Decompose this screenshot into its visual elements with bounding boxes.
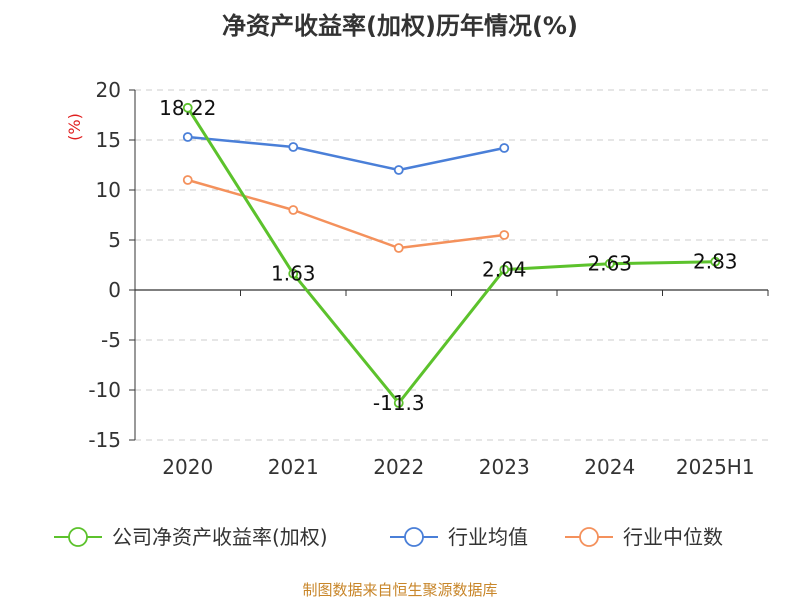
y-tick-label: 15 [96, 128, 121, 152]
y-tick-label: 5 [108, 228, 121, 252]
data-label: 2.63 [587, 252, 632, 276]
data-point [604, 258, 615, 269]
data-point [499, 264, 510, 275]
data-point [393, 243, 404, 253]
series-line [187, 135, 505, 172]
data-point [182, 102, 193, 113]
legend-marker [404, 527, 424, 547]
x-tick-label: 2025H1 [676, 455, 755, 479]
data-label: -11.3 [373, 391, 425, 415]
x-tick-label: 2020 [162, 455, 213, 479]
y-tick-label: -10 [88, 378, 121, 402]
legend-label: 行业中位数 [623, 525, 723, 549]
x-tick-label: 2023 [479, 455, 530, 479]
chart-title: 净资产收益率(加权)历年情况(%) [222, 12, 578, 40]
series-line [186, 106, 716, 405]
legend-marker [68, 527, 88, 547]
x-tick-label: 2022 [373, 455, 424, 479]
y-tick-label: -15 [88, 428, 121, 452]
data-point [288, 142, 299, 152]
data-point [393, 165, 404, 175]
series-layer [182, 102, 721, 408]
data-point [288, 268, 299, 279]
legend-marker [579, 527, 599, 547]
y-axis-label: (%) [65, 113, 84, 141]
x-tick-label: 2024 [584, 455, 635, 479]
data-label: 18.22 [159, 96, 216, 120]
data-point [288, 205, 299, 215]
y-tick-label: 10 [96, 178, 121, 202]
data-point [499, 143, 510, 153]
grid [135, 89, 768, 441]
data-label: 2.83 [693, 250, 738, 274]
legend: 公司净资产收益率(加权) 行业均值 行业中位数 [54, 525, 723, 549]
legend-label: 公司净资产收益率(加权) [112, 525, 328, 549]
data-label: 1.63 [271, 262, 316, 286]
y-tick-label: 20 [96, 78, 121, 102]
series-line [187, 178, 505, 250]
source-note: 制图数据来自恒生聚源数据库 [302, 581, 497, 599]
data-point [393, 398, 404, 408]
data-point [710, 256, 721, 267]
data-label: 2.04 [482, 258, 527, 282]
x-tick-label: 2021 [268, 455, 319, 479]
y-tick-label: -5 [101, 328, 121, 352]
data-labels: 18.22 1.63 -11.3 2.04 2.63 2.83 [159, 96, 737, 415]
data-point [182, 175, 193, 185]
y-tick-label: 0 [108, 278, 121, 302]
legend-label: 行业均值 [448, 525, 528, 549]
axes: 20 15 10 5 0 -5 -10 -15 2020 2021 2022 2023 2024 2025… [88, 78, 769, 479]
data-point [182, 132, 193, 142]
data-point [499, 230, 510, 240]
